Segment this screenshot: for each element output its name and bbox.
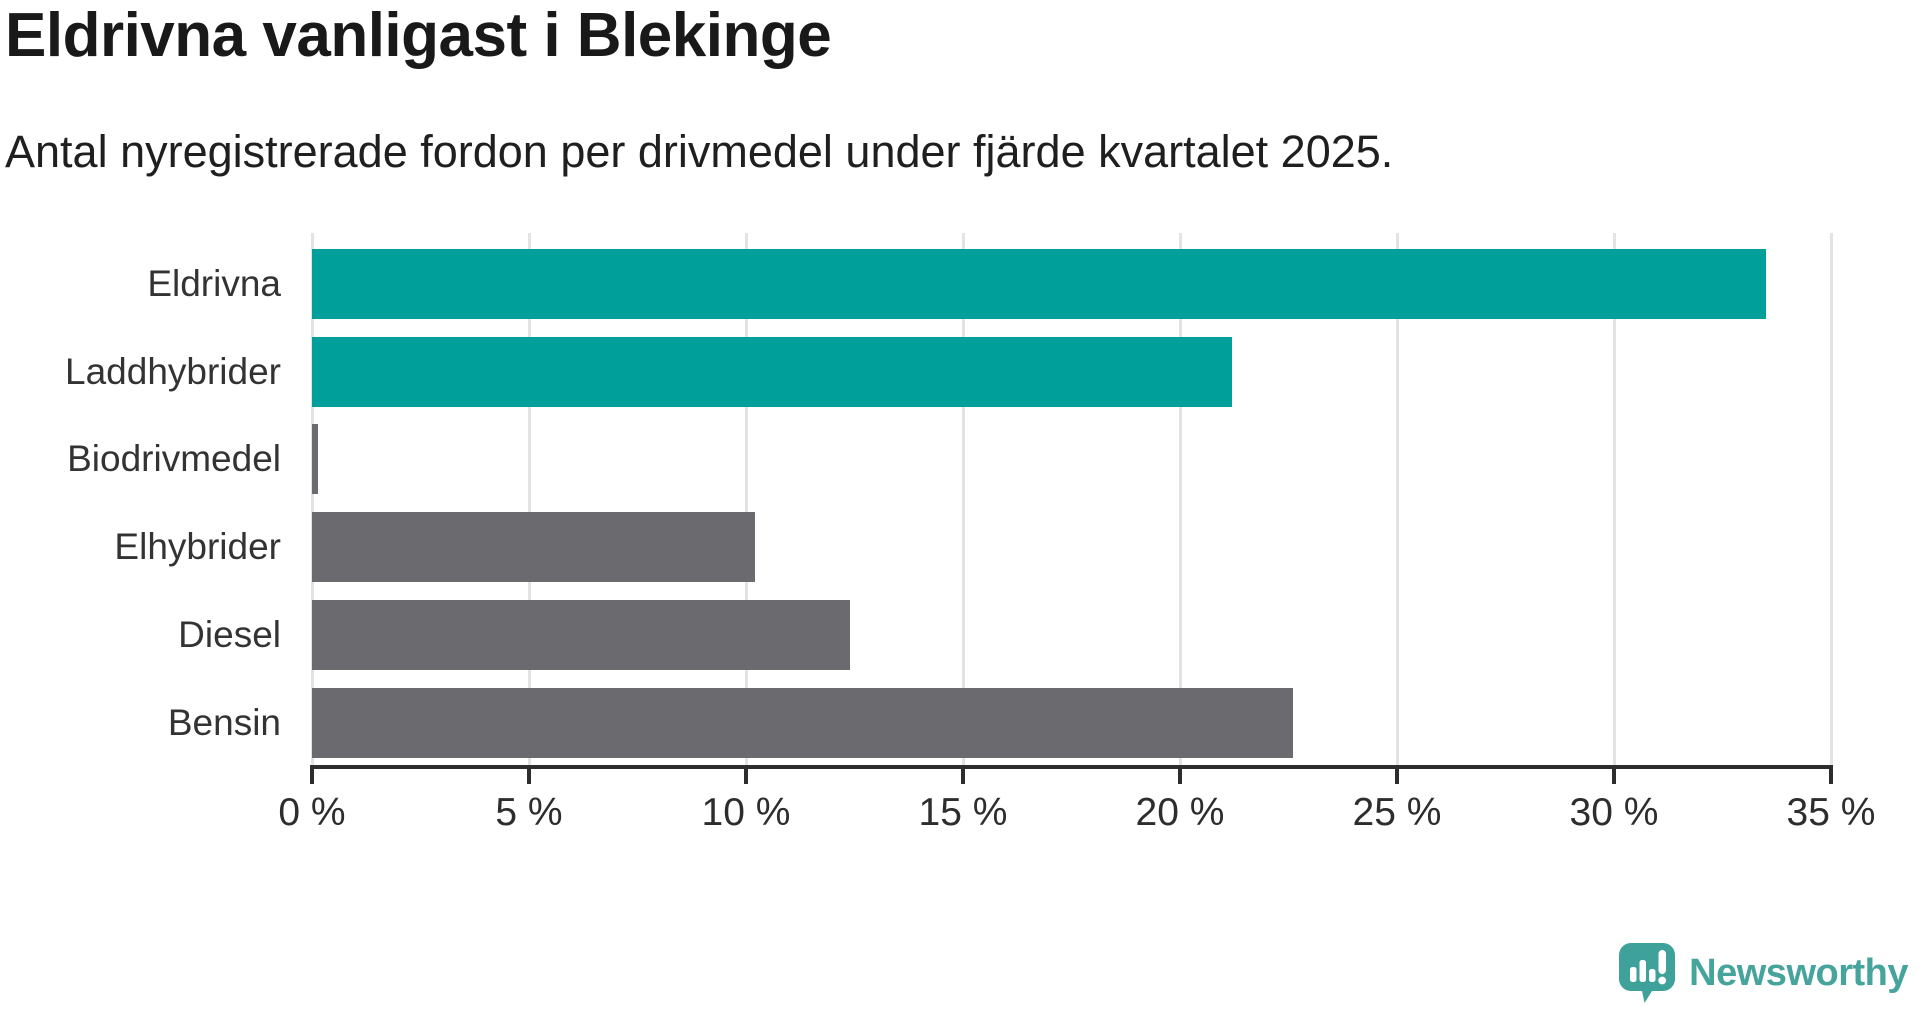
x-axis-tick-25 xyxy=(1395,769,1399,784)
bar-elhybrider xyxy=(312,512,755,583)
logo-bar-3 xyxy=(1649,969,1656,982)
x-axis-tick-15 xyxy=(961,769,965,784)
x-axis-tick-label-10: 10 % xyxy=(701,791,791,834)
category-label-diesel: Diesel xyxy=(178,613,281,655)
category-label-biodrivmedel: Biodrivmedel xyxy=(67,438,281,480)
x-axis-tick-30 xyxy=(1612,769,1616,784)
newsworthy-brand-text: Newsworthy xyxy=(1689,951,1908,994)
category-label-elhybrider: Elhybrider xyxy=(114,526,281,568)
x-axis-tick-label-15: 15 % xyxy=(918,791,1008,834)
x-axis-tick-label-35: 35 % xyxy=(1786,791,1876,834)
gridline-25pct xyxy=(1396,233,1399,765)
gridline-20pct xyxy=(1179,233,1182,765)
x-axis-line xyxy=(310,765,1833,769)
category-label-eldrivna: Eldrivna xyxy=(147,263,281,304)
newsworthy-logo: Newsworthy xyxy=(1618,942,1908,1004)
x-axis-tick-35 xyxy=(1829,769,1833,784)
logo-bar-1 xyxy=(1630,967,1637,982)
x-axis-tick-label-30: 30 % xyxy=(1569,791,1659,834)
category-label-bensin: Bensin xyxy=(167,701,281,743)
x-axis-tick-0 xyxy=(310,769,314,784)
gridline-0pct xyxy=(311,233,314,765)
x-axis-tick-10 xyxy=(744,769,748,784)
chart-title: Eldrivna vanligast i Blekinge xyxy=(5,1,832,70)
logo-exclamation-stem xyxy=(1658,950,1667,974)
x-axis-tick-label-25: 25 % xyxy=(1352,791,1442,834)
category-label-laddhybrider: Laddhybrider xyxy=(65,350,281,392)
pin-bubble-shape xyxy=(1619,943,1676,1003)
x-axis-tick-label-5: 5 % xyxy=(495,791,563,834)
bar-biodrivmedel xyxy=(312,424,318,495)
bar-eldrivna xyxy=(312,249,1766,319)
bar-diesel xyxy=(312,599,851,670)
logo-exclamation-dot xyxy=(1658,976,1667,985)
x-axis-tick-20 xyxy=(1178,769,1182,784)
gridline-5pct xyxy=(528,233,531,765)
gridline-10pct xyxy=(745,233,748,765)
bar-bensin xyxy=(312,687,1293,758)
chart-subtitle: Antal nyregistrerade fordon per drivmede… xyxy=(5,126,1394,177)
x-axis-tick-label-0: 0 % xyxy=(278,791,346,834)
x-axis-tick-5 xyxy=(527,769,531,784)
logo-bar-2 xyxy=(1639,960,1647,982)
bar-laddhybrider xyxy=(312,336,1233,407)
gridline-15pct xyxy=(962,233,965,765)
x-axis-tick-label-20: 20 % xyxy=(1135,791,1225,834)
newsworthy-pin-icon xyxy=(1619,943,1676,1003)
gridline-30pct xyxy=(1613,233,1616,765)
gridline-35pct xyxy=(1830,233,1833,765)
